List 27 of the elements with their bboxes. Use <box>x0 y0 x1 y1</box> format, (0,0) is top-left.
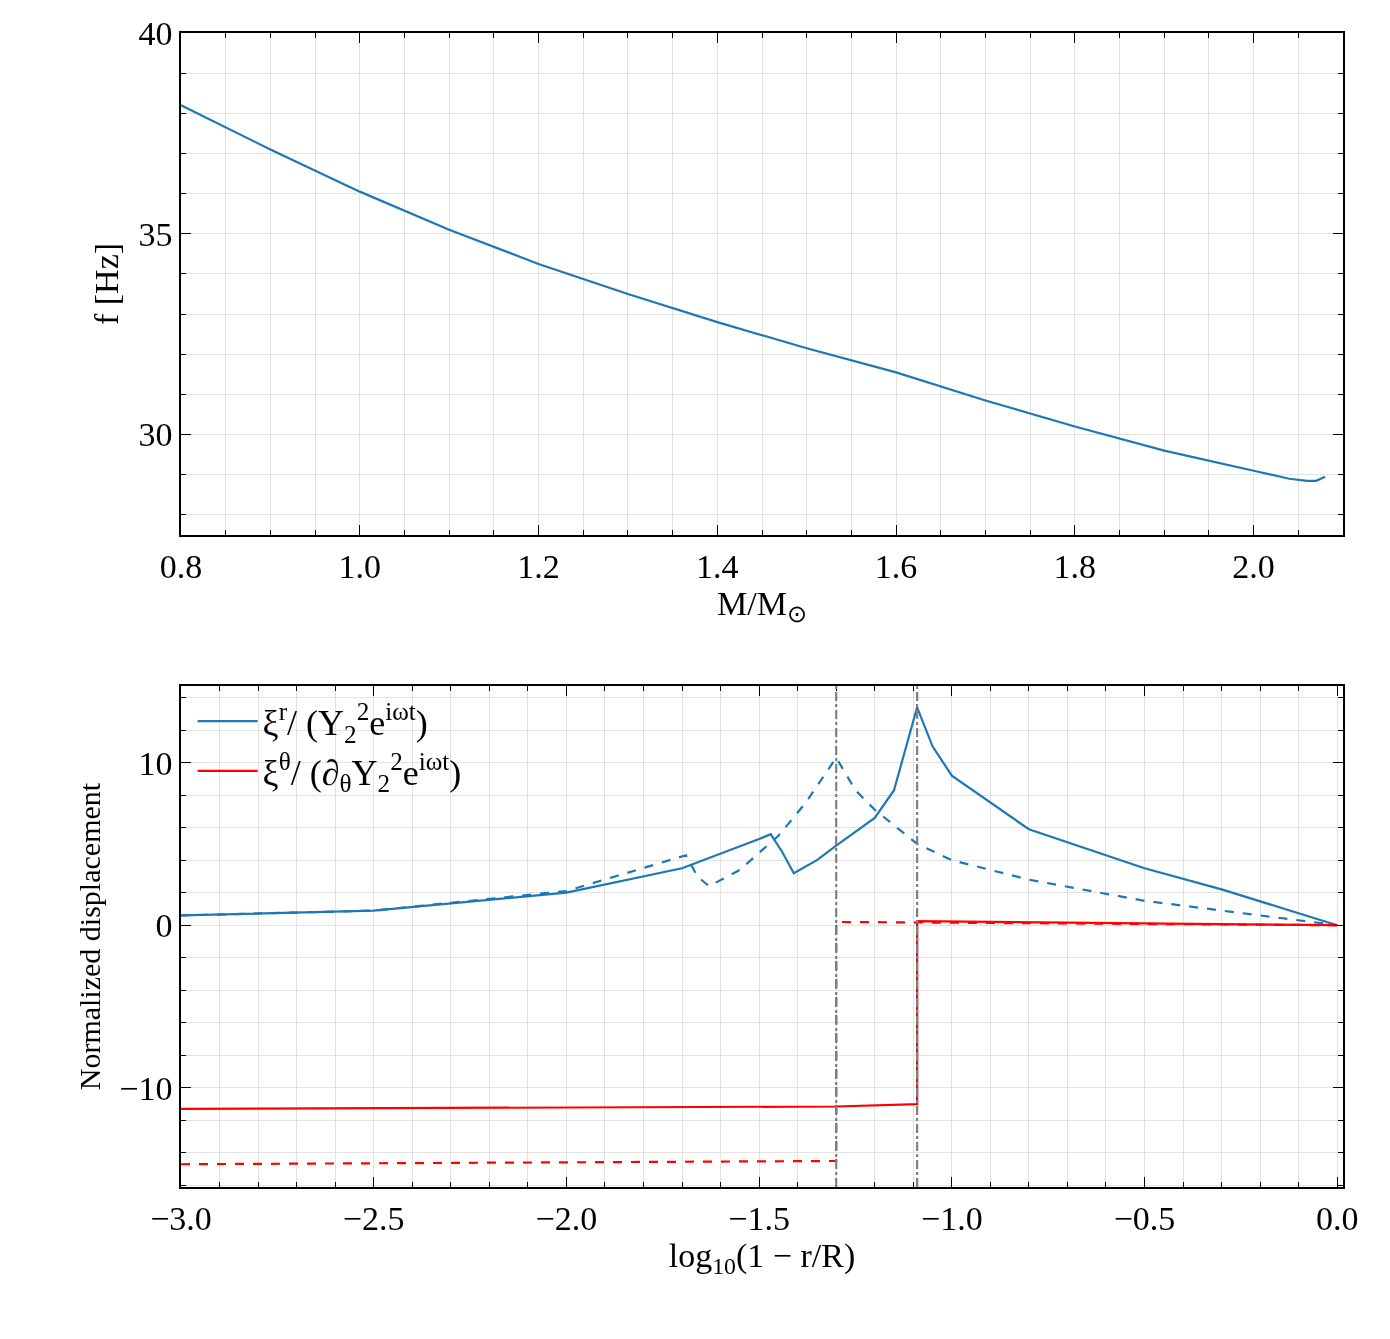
text: ξ$^{θ}$/ (∂$_{θ}$Y$_{2}$$^{2}$e$^{iωt}$) <box>262 747 462 798</box>
x-tick-label: −2.5 <box>342 1199 405 1237</box>
y-tick-label: 10 <box>138 744 173 782</box>
y-tick-label: 35 <box>138 215 173 253</box>
x-tick-label: −1.5 <box>728 1199 790 1237</box>
x-tick-label: −3.0 <box>150 1199 212 1237</box>
x-tick-label: −0.5 <box>1113 1199 1176 1237</box>
y-tick-label: 40 <box>138 14 173 52</box>
line-series <box>181 104 1327 482</box>
x-tick-label: 1.0 <box>338 547 382 585</box>
y-axis-title: Normalized displacement <box>72 782 106 1091</box>
legend-label: ξ$^{r}$/ (Y$_{2}$$^{2}$e$^{iωt}$) <box>262 697 428 748</box>
x-tick-label: −1.0 <box>920 1199 983 1237</box>
y-tick-label: 30 <box>138 416 173 454</box>
y-axis-title: f [Hz] <box>87 242 125 326</box>
x-axis-title: M/M$_{⊙}$ <box>717 585 807 628</box>
x-tick-label: 1.2 <box>517 547 560 585</box>
x-tick-label: −2.0 <box>535 1199 598 1237</box>
y-tick-label: −10 <box>119 1069 173 1107</box>
x-tick-label: 2.0 <box>1232 547 1275 585</box>
y-tick-label: 0 <box>155 907 173 945</box>
x-tick-label: 1.8 <box>1053 547 1097 585</box>
x-axis-title: log$_{10}$(1 − r/R) <box>668 1237 856 1280</box>
x-tick-label: 0.8 <box>159 547 203 585</box>
x-tick-label: 1.6 <box>874 547 918 585</box>
x-tick-label: 0.0 <box>1315 1199 1359 1237</box>
x-tick-label: 1.4 <box>696 547 739 585</box>
